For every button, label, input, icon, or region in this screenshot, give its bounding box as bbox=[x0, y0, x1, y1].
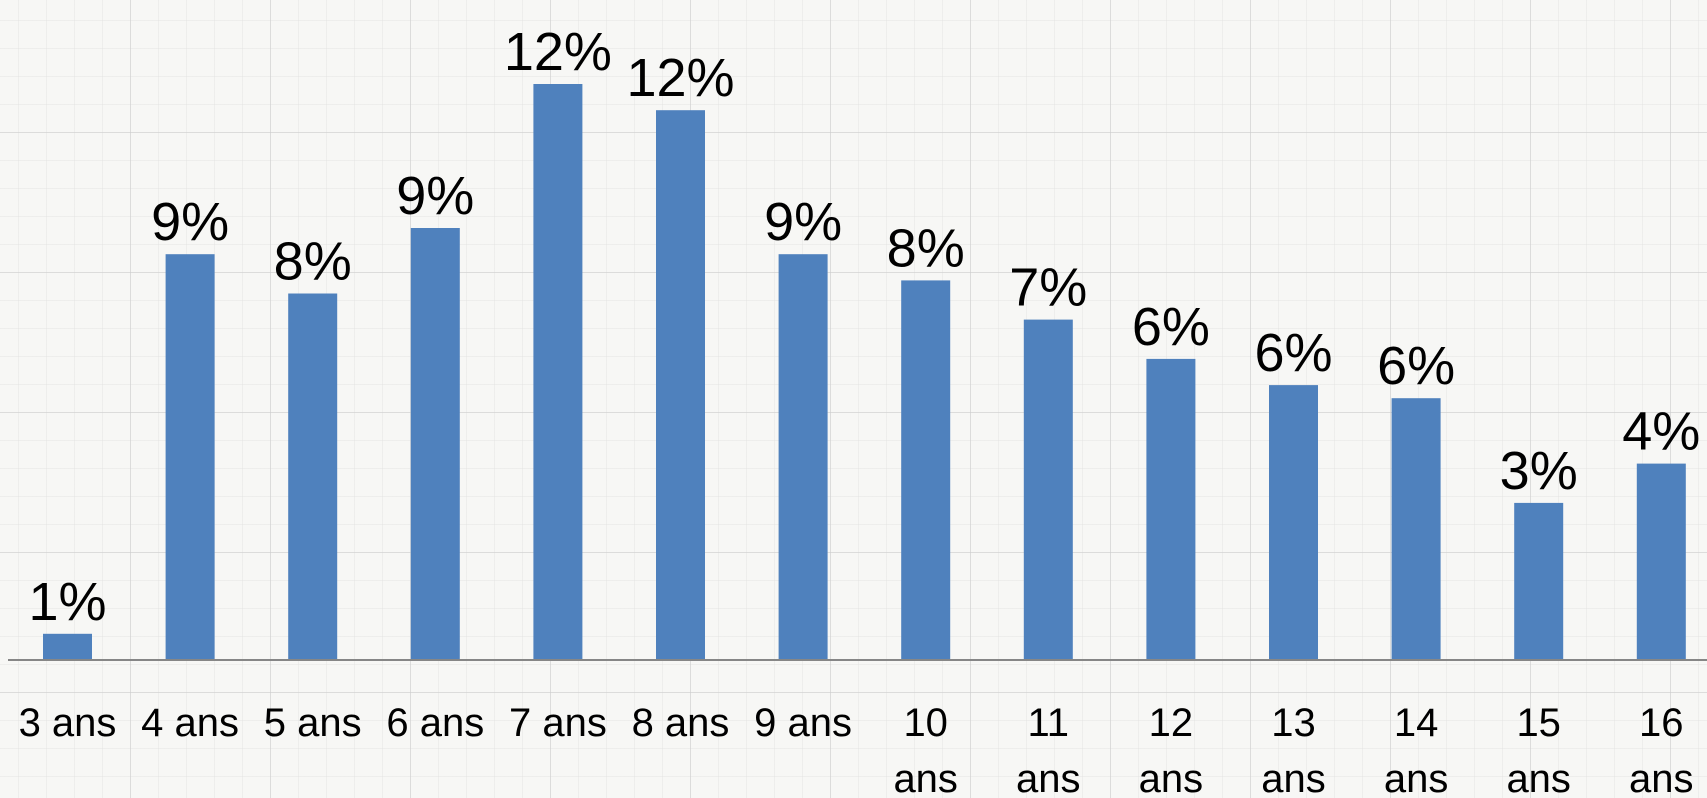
bars-layer bbox=[43, 84, 1686, 660]
data-label-14-ans: 6% bbox=[1377, 336, 1455, 396]
bar-10-ans bbox=[901, 280, 951, 660]
data-labels-layer: 1% 9% 8% 9% 12% 12% 9% 8% 7% 6% 6% 6% 3% 4% bbox=[28, 22, 1700, 632]
bar-4-ans bbox=[165, 254, 215, 660]
tick-label-12-ans: 12 ans bbox=[1139, 701, 1204, 798]
tick-label-7-ans: 7 ans bbox=[509, 701, 607, 745]
data-label-8-ans: 12% bbox=[626, 48, 734, 108]
tick-label-5-ans: 5 ans bbox=[264, 701, 362, 745]
bar-14-ans bbox=[1391, 398, 1441, 660]
data-label-6-ans: 9% bbox=[396, 166, 474, 226]
bar-16-ans bbox=[1636, 463, 1686, 660]
data-label-9-ans: 9% bbox=[764, 192, 842, 252]
data-label-4-ans: 9% bbox=[151, 192, 229, 252]
tick-label-3-ans: 3 ans bbox=[19, 701, 117, 745]
bar-15-ans bbox=[1514, 502, 1564, 660]
data-label-15-ans: 3% bbox=[1500, 441, 1578, 501]
tick-label-9-ans: 9 ans bbox=[754, 701, 852, 745]
tick-label-6-ans: 6 ans bbox=[386, 701, 484, 745]
tick-label-10-ans: 10 ans bbox=[893, 701, 958, 798]
bar-11-ans bbox=[1023, 319, 1073, 660]
tick-labels-layer: 3 ans 4 ans 5 ans 6 ans 7 ans 8 ans 9 ans 10 ans… bbox=[19, 701, 1694, 798]
data-label-3-ans: 1% bbox=[28, 572, 106, 632]
tick-label-4-ans: 4 ans bbox=[141, 701, 239, 745]
tick-label-15-ans: 15 ans bbox=[1506, 701, 1571, 798]
bar-12-ans bbox=[1146, 358, 1196, 660]
tick-label-8-ans: 8 ans bbox=[632, 701, 730, 745]
data-label-13-ans: 6% bbox=[1254, 323, 1332, 383]
bar-7-ans bbox=[533, 84, 583, 660]
bar-6-ans bbox=[410, 228, 460, 660]
tick-label-13-ans: 13 ans bbox=[1261, 701, 1326, 798]
bar-5-ans bbox=[288, 293, 338, 660]
bar-13-ans bbox=[1269, 385, 1318, 660]
data-label-5-ans: 8% bbox=[274, 232, 352, 292]
data-label-7-ans: 12% bbox=[504, 22, 612, 82]
data-label-12-ans: 6% bbox=[1132, 297, 1210, 357]
bar-8-ans bbox=[656, 110, 705, 660]
tick-label-11-ans: 11 ans bbox=[1016, 701, 1081, 798]
data-label-16-ans: 4% bbox=[1622, 402, 1700, 462]
data-label-11-ans: 7% bbox=[1009, 258, 1087, 318]
tick-label-14-ans: 14 ans bbox=[1384, 701, 1449, 798]
bar-3-ans bbox=[43, 633, 92, 660]
bar-9-ans bbox=[778, 254, 828, 660]
tick-label-16-ans: 16 ans bbox=[1629, 701, 1694, 798]
data-label-10-ans: 8% bbox=[887, 218, 965, 278]
